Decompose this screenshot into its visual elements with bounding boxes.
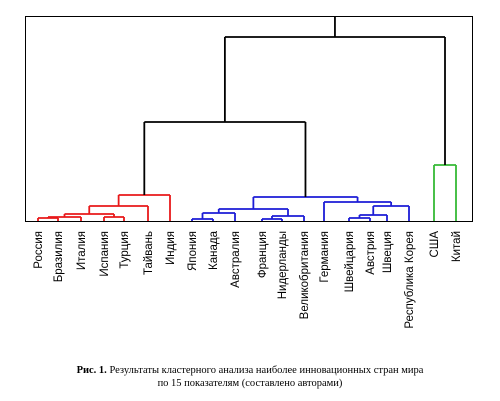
caption-label: Рис. 1. <box>76 365 107 376</box>
caption-line-2: по 15 показателям (составлено авторами) <box>157 378 343 389</box>
leaf-label: Австралия <box>230 231 242 288</box>
leaf-label: Германия <box>319 231 331 283</box>
leaf-label: Китай <box>451 231 463 262</box>
leaf-label: Республика Корея <box>404 231 416 329</box>
caption-text-1: Результаты кластерного анализа наиболее … <box>106 365 424 376</box>
leaf-label: Великобритания <box>299 231 311 319</box>
leaf-labels: Россия Бразилия Италия Испания Турция Тайвань… <box>33 230 463 328</box>
leaf-label: Турция <box>119 231 131 269</box>
leaf-label: Швейцария <box>344 231 356 292</box>
leaf-label: Тайвань <box>143 231 155 275</box>
leaf-label: Россия <box>33 231 45 269</box>
figure-caption: Рис. 1. Результаты кластерного анализа н… <box>0 364 500 390</box>
leaf-label: Швеция <box>382 231 394 273</box>
leaf-label: Франция <box>257 231 269 278</box>
caption-line-1: Рис. 1. Результаты кластерного анализа н… <box>0 364 500 377</box>
leaf-label: Япония <box>187 231 199 271</box>
leaf-label: Италия <box>76 231 88 270</box>
leaf-label: США <box>429 231 441 258</box>
dendrogram-links <box>37 17 457 221</box>
leaf-label: Канада <box>208 230 220 270</box>
leaf-label: Бразилия <box>53 231 65 282</box>
leaf-label: Испания <box>99 231 111 277</box>
plot-frame <box>25 16 473 222</box>
leaf-label: Австрия <box>365 231 377 275</box>
leaf-label: Индия <box>165 231 177 265</box>
leaf-label: Нидерланды <box>277 231 289 299</box>
